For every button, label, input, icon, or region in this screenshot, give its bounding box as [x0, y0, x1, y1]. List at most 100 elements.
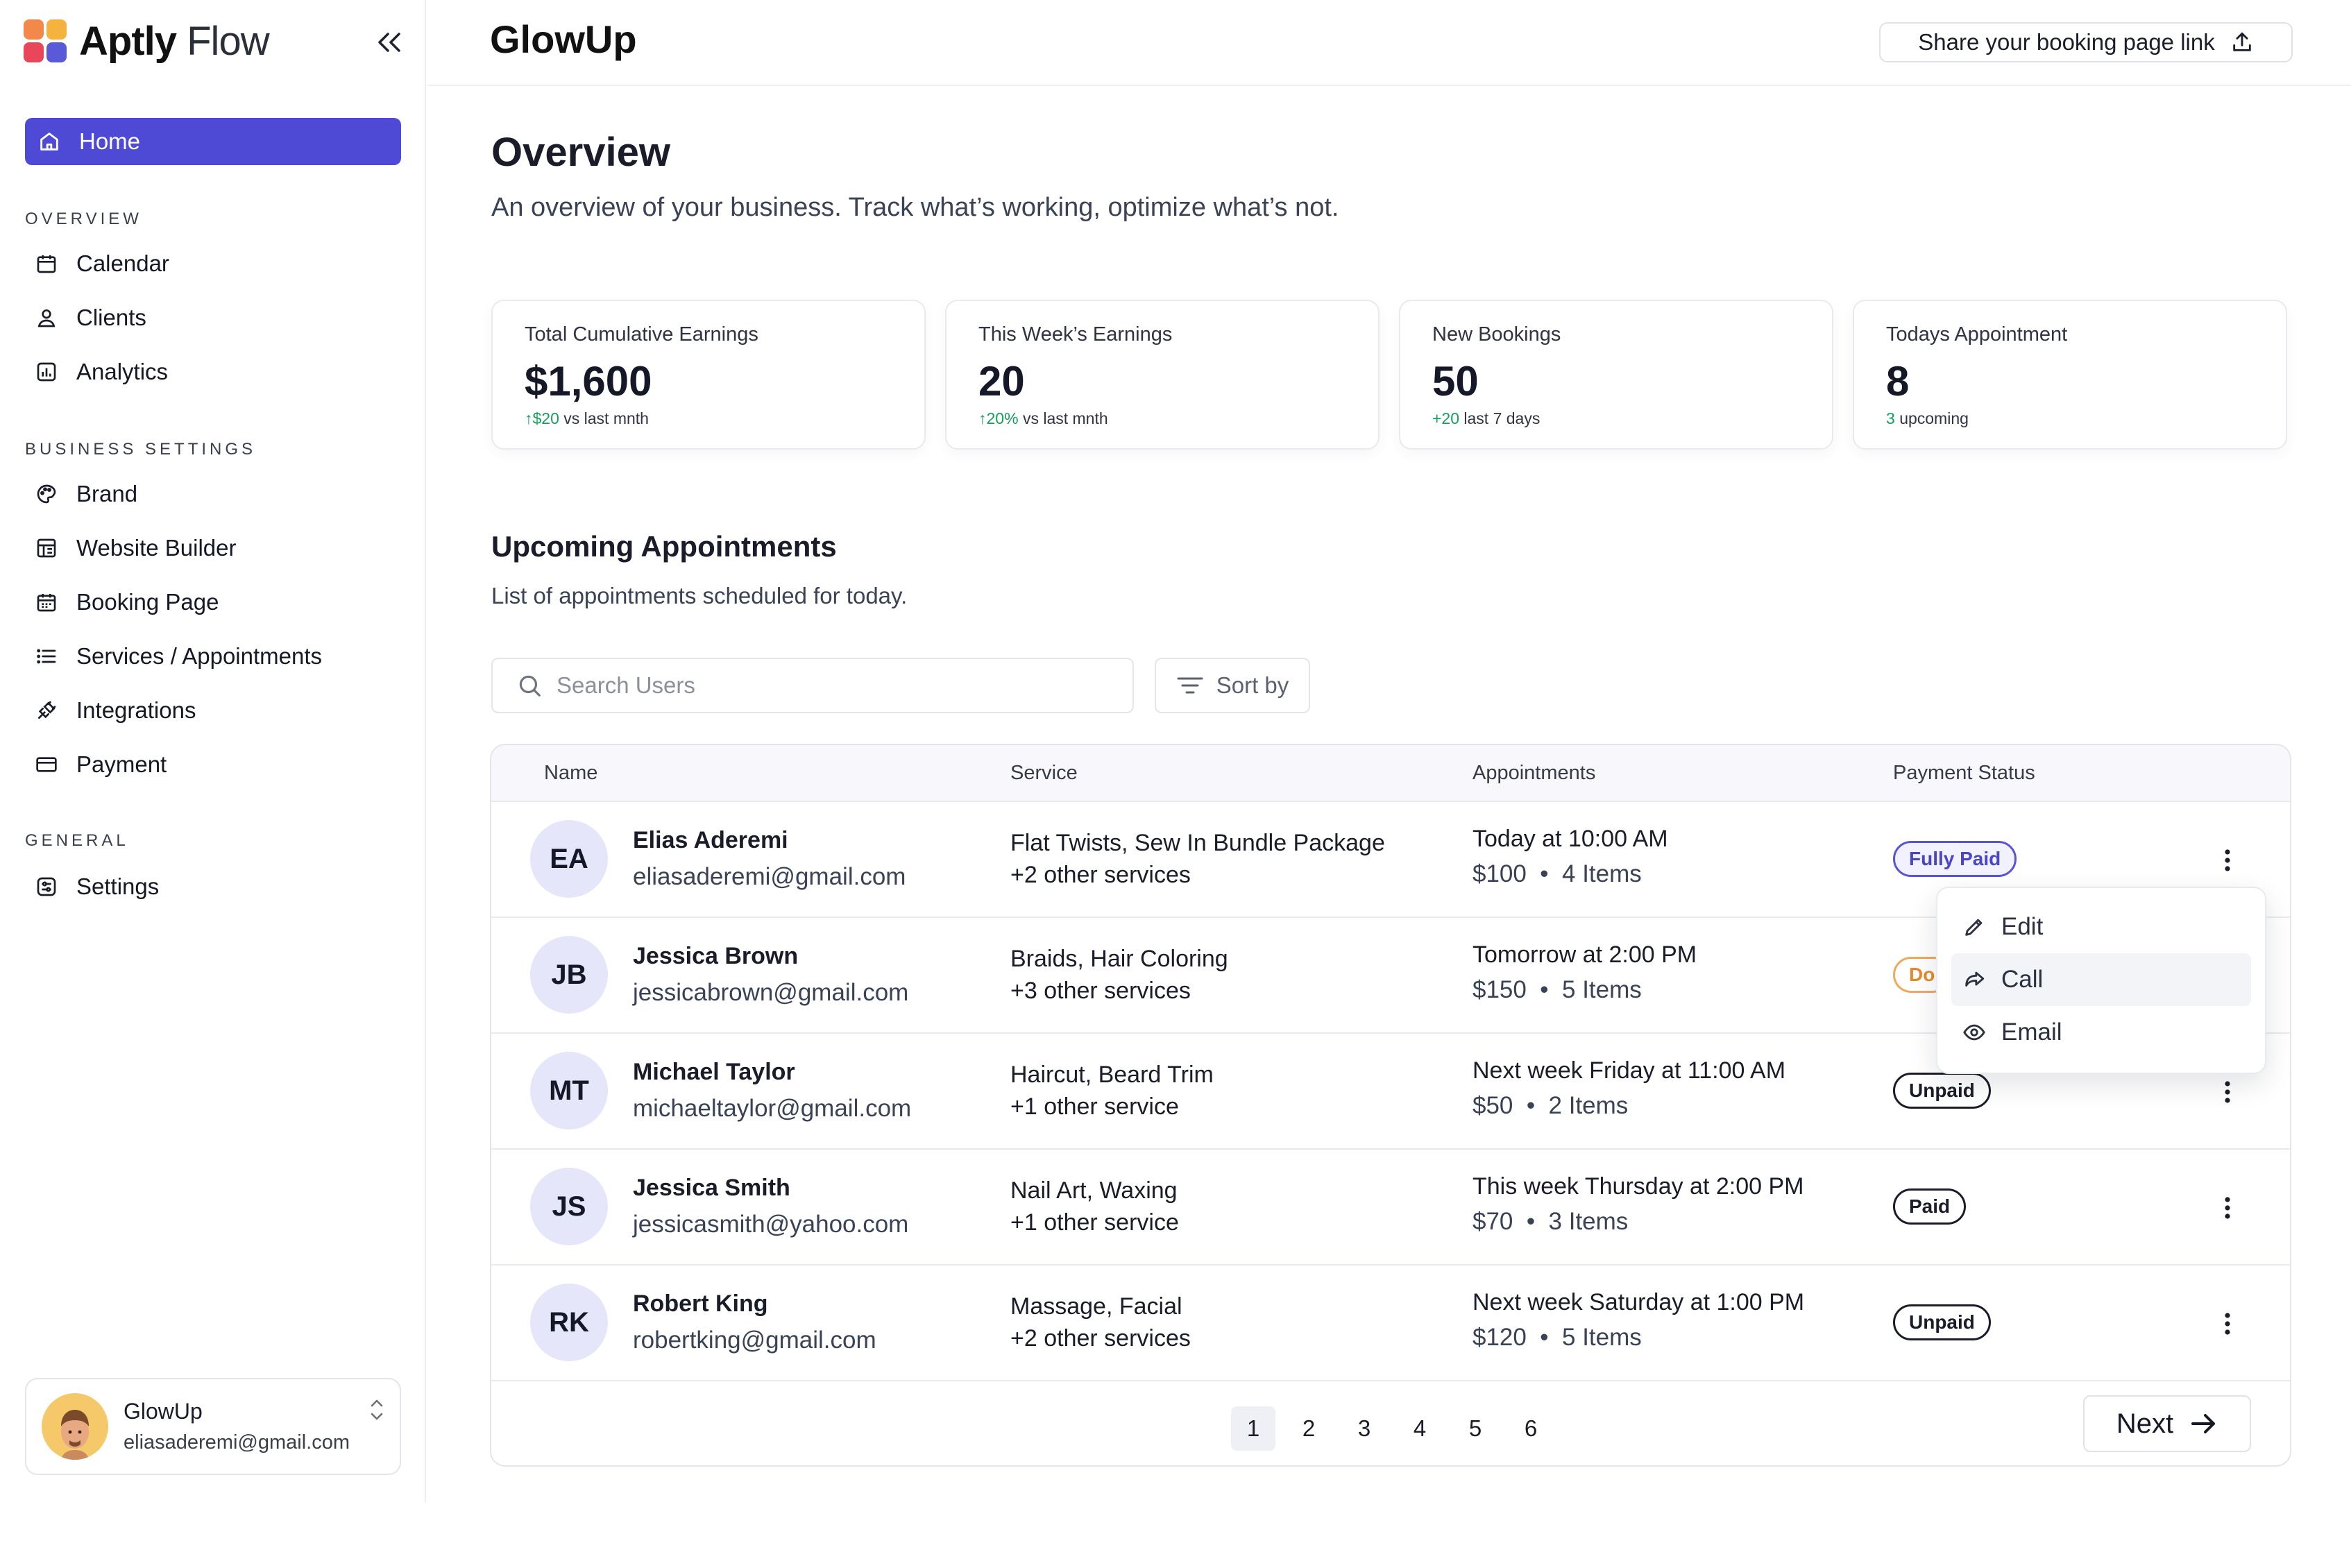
column-header-service[interactable]: Service — [1010, 762, 1078, 784]
sidebar-item-label: Analytics — [76, 359, 169, 384]
stat-label: New Bookings — [1432, 323, 1561, 346]
list-icon — [33, 643, 60, 670]
page-button[interactable]: 2 — [1302, 1415, 1316, 1441]
share-button-label: Share your booking page link — [1918, 29, 2215, 55]
chevron-updown-icon — [368, 1396, 386, 1427]
sidebar-item-website-builder[interactable]: Website Builder — [33, 529, 237, 568]
page-button[interactable]: 1 — [1231, 1406, 1275, 1451]
sidebar-item-analytics[interactable]: Analytics — [33, 352, 168, 391]
page-button[interactable]: 6 — [1524, 1415, 1538, 1441]
stat-delta: 3 upcoming — [1886, 409, 2286, 428]
sidebar-item-payment[interactable]: Payment — [33, 745, 167, 784]
sort-button[interactable]: Sort by — [1155, 658, 1310, 713]
sidebar-item-settings[interactable]: Settings — [33, 867, 159, 906]
sidebar-item-services[interactable]: Services / Appointments — [33, 637, 322, 676]
stat-card-total-earnings: Total Cumulative Earnings $1,600 ↑$20 vs… — [491, 300, 926, 450]
settings-icon — [33, 874, 60, 900]
sidebar-item-label: Calendar — [76, 250, 169, 276]
account-name: GlowUp — [124, 1399, 203, 1424]
sidebar: Aptly Flow Home OVERVIEW Calendar Client… — [0, 0, 426, 1502]
service-more: +2 other services — [1010, 862, 1191, 888]
sidebar-item-label: Integrations — [76, 697, 196, 723]
stat-value: 8 — [1886, 358, 1910, 404]
column-header-appointments[interactable]: Appointments — [1472, 762, 1596, 784]
delta-value: 20% — [986, 409, 1019, 427]
sidebar-item-integrations[interactable]: Integrations — [33, 691, 196, 730]
service-names: Flat Twists, Sew In Bundle Package — [1010, 830, 1385, 856]
double-chevron-left-icon — [378, 33, 400, 52]
upcoming-heading: Upcoming Appointments — [491, 530, 837, 563]
search-box — [491, 658, 1134, 713]
brand-logo[interactable]: Aptly Flow — [24, 18, 270, 64]
stat-value: $1,600 — [525, 358, 652, 404]
avatar: EA — [530, 820, 608, 898]
filter-icon — [1177, 677, 1203, 694]
row-actions-button[interactable] — [2214, 1303, 2241, 1345]
sidebar-item-label: Brand — [76, 481, 138, 506]
table-row[interactable]: JS Jessica Smith jessicasmith@yahoo.com … — [491, 1150, 2290, 1266]
share-arrow-icon — [1965, 971, 1985, 987]
account-email: eliasaderemi@gmail.com — [124, 1431, 350, 1454]
sidebar-item-label: Home — [79, 128, 141, 154]
table-row[interactable]: MT Michael Taylor michaeltaylor@gmail.co… — [491, 1034, 2290, 1150]
service-names: Braids, Hair Coloring — [1010, 946, 1228, 972]
sidebar-item-calendar[interactable]: Calendar — [33, 244, 169, 283]
collapse-sidebar-button[interactable] — [372, 26, 407, 58]
share-booking-link-button[interactable]: Share your booking page link — [1879, 22, 2293, 62]
client-name: Elias Aderemi — [633, 827, 788, 853]
menu-item-label: Edit — [2001, 913, 2044, 940]
delta-arrow: ↑ — [525, 409, 533, 427]
stat-card-new-bookings: New Bookings 50 +20 last 7 days — [1399, 300, 1833, 450]
row-actions-menu: Edit Call Email — [1936, 887, 2266, 1074]
arrow-right-icon — [2191, 1414, 2216, 1433]
logo-icon — [24, 19, 67, 62]
client-email: eliasaderemi@gmail.com — [633, 863, 906, 890]
delta-text: last 7 days — [1463, 409, 1541, 427]
sidebar-item-label: Clients — [76, 305, 146, 330]
table-row[interactable]: JB Jessica Brown jessicabrown@gmail.com … — [491, 918, 2290, 1034]
home-icon — [37, 128, 65, 155]
pencil-icon — [1965, 919, 1983, 936]
account-switcher[interactable]: GlowUp eliasaderemi@gmail.com — [25, 1378, 401, 1475]
client-name: Robert King — [633, 1290, 768, 1317]
brand-name-bold: Aptly — [79, 18, 177, 64]
avatar: JB — [530, 936, 608, 1014]
sidebar-item-label: Services / Appointments — [76, 643, 323, 669]
row-actions-button[interactable] — [2214, 1071, 2241, 1113]
sidebar-item-home[interactable]: Home — [25, 118, 401, 165]
table-row[interactable]: RK Robert King robertking@gmail.com Mass… — [491, 1266, 2290, 1381]
table-header: Name Service Appointments Payment Status — [491, 745, 2290, 802]
row-actions-button[interactable] — [2214, 840, 2241, 881]
appointment-price: $100 • 4 Items — [1472, 860, 1642, 887]
sidebar-item-brand[interactable]: Brand — [33, 475, 137, 513]
service-more: +1 other service — [1010, 1209, 1179, 1236]
page-button[interactable]: 4 — [1413, 1415, 1427, 1441]
user-icon — [33, 305, 60, 331]
menu-item-edit[interactable]: Edit — [1951, 901, 2251, 953]
row-actions-button[interactable] — [2214, 1187, 2241, 1229]
menu-item-call[interactable]: Call — [1951, 953, 2251, 1006]
appointment-price: $150 • 5 Items — [1472, 976, 1642, 1003]
page-button[interactable]: 5 — [1468, 1415, 1482, 1441]
kebab-icon — [2225, 849, 2230, 871]
sidebar-item-clients[interactable]: Clients — [33, 298, 146, 337]
status-badge: Unpaid — [1893, 1304, 1991, 1340]
appointment-time: Tomorrow at 2:00 PM — [1472, 941, 1697, 968]
sidebar-item-label: Website Builder — [76, 535, 237, 561]
layout-icon — [33, 535, 60, 561]
next-page-button[interactable]: Next — [2083, 1395, 2251, 1452]
search-icon — [519, 675, 541, 697]
sidebar-item-booking-page[interactable]: Booking Page — [33, 583, 219, 622]
page-button[interactable]: 3 — [1357, 1415, 1371, 1441]
client-email: michaeltaylor@gmail.com — [633, 1095, 912, 1122]
search-input[interactable] — [557, 672, 1112, 699]
stat-card-week-earnings: This Week’s Earnings 20 ↑20% vs last mnt… — [945, 300, 1380, 450]
column-header-name[interactable]: Name — [544, 762, 598, 784]
menu-item-email[interactable]: Email — [1951, 1006, 2251, 1059]
section-general-heading: GENERAL — [25, 831, 129, 850]
section-overview-heading: OVERVIEW — [25, 210, 142, 228]
appointments-table: Name Service Appointments Payment Status… — [490, 744, 2291, 1467]
table-row[interactable]: EA Elias Aderemi eliasaderemi@gmail.com … — [491, 802, 2290, 918]
client-name: Michael Taylor — [633, 1059, 795, 1085]
column-header-payment-status[interactable]: Payment Status — [1893, 762, 2035, 784]
